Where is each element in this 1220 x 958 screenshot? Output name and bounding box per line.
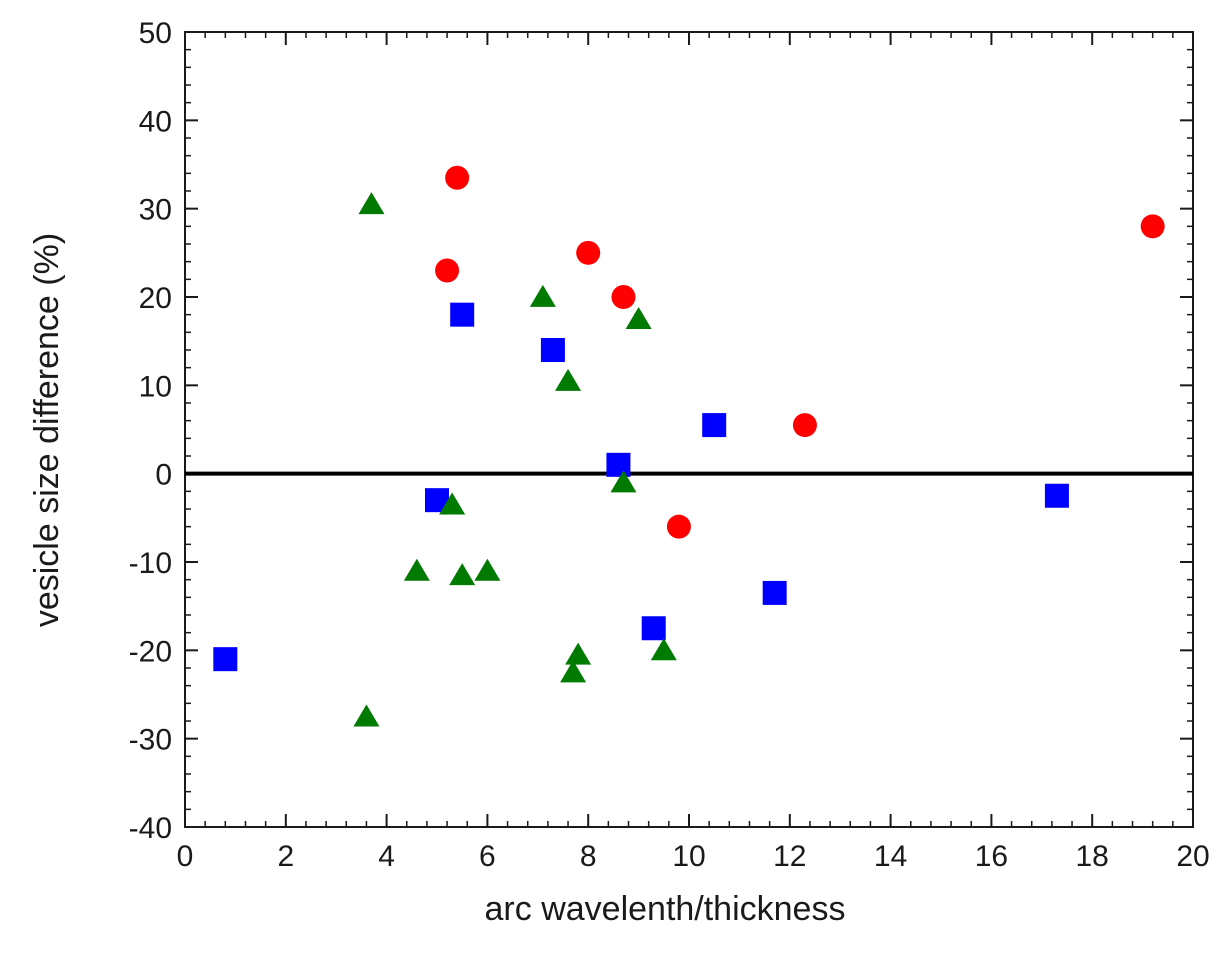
blue-square-point xyxy=(425,488,449,513)
green-triangle-point xyxy=(449,563,476,586)
blue-square-point xyxy=(702,413,727,438)
y-tick-label: 10 xyxy=(139,370,172,403)
y-tick-label: 40 xyxy=(139,105,172,138)
y-tick-label: -40 xyxy=(129,812,172,845)
y-tick-label: 30 xyxy=(139,194,172,227)
x-axis-label: arc wavelenth/thickness xyxy=(485,890,846,928)
red-circle-point xyxy=(1140,214,1165,239)
green-triangle-point xyxy=(403,558,430,581)
x-tick-label: 6 xyxy=(479,840,496,873)
x-tick-label: 10 xyxy=(672,840,705,873)
x-tick-label: 16 xyxy=(975,840,1008,873)
green-triangle-point xyxy=(650,638,677,661)
minor-ticks xyxy=(184,31,1194,828)
x-tick-label: 4 xyxy=(378,840,395,873)
x-tick-label: 18 xyxy=(1076,840,1109,873)
data-points xyxy=(213,165,1165,727)
blue-square-point xyxy=(641,616,666,641)
green-triangle-point xyxy=(353,704,380,727)
x-tick-labels: 0 2 4 6 8 10 12 14 16 18 20 xyxy=(177,840,1210,873)
red-circle-point xyxy=(666,514,691,539)
major-ticks xyxy=(184,31,1194,828)
red-circle-point xyxy=(576,240,601,265)
blue-square-point xyxy=(213,647,238,672)
blue-square-point xyxy=(540,338,565,362)
x-tick-label: 14 xyxy=(874,840,907,873)
green-triangle-point xyxy=(474,558,501,581)
y-tick-label: -20 xyxy=(129,635,172,668)
red-circle-point xyxy=(792,413,817,438)
green-triangle-point xyxy=(610,470,637,493)
green-triangle-point xyxy=(439,492,466,515)
green-triangle-point xyxy=(529,284,556,307)
x-tick-label: 0 xyxy=(177,840,194,873)
y-tick-label: -30 xyxy=(129,724,172,757)
x-tick-label: 2 xyxy=(277,840,294,873)
green-triangle-point xyxy=(625,306,652,329)
x-tick-label: 20 xyxy=(1176,840,1209,873)
green-triangle-point xyxy=(555,368,582,391)
x-tick-label: 12 xyxy=(773,840,806,873)
blue-square-point xyxy=(450,302,475,327)
green-triangle-point xyxy=(358,192,385,215)
red-circle-point xyxy=(611,285,636,309)
y-tick-label: 50 xyxy=(139,17,172,50)
red-circle-point xyxy=(435,258,460,283)
y-tick-labels: 50 40 30 20 10 0 -10 -20 -30 -40 xyxy=(129,17,172,845)
green-triangle-point xyxy=(565,642,592,665)
y-tick-label: 0 xyxy=(155,459,172,492)
red-circle-point xyxy=(445,165,470,190)
y-tick-label: 20 xyxy=(139,282,172,315)
y-tick-label: -10 xyxy=(129,547,172,580)
green-triangle-point xyxy=(560,660,587,683)
blue-square-point xyxy=(1044,483,1069,508)
y-axis-label: vesicle size difference (%) xyxy=(28,233,66,627)
x-tick-label: 8 xyxy=(580,840,597,873)
blue-square-point xyxy=(606,452,631,477)
plot-frame xyxy=(184,31,1194,828)
blue-square-point xyxy=(762,580,787,605)
